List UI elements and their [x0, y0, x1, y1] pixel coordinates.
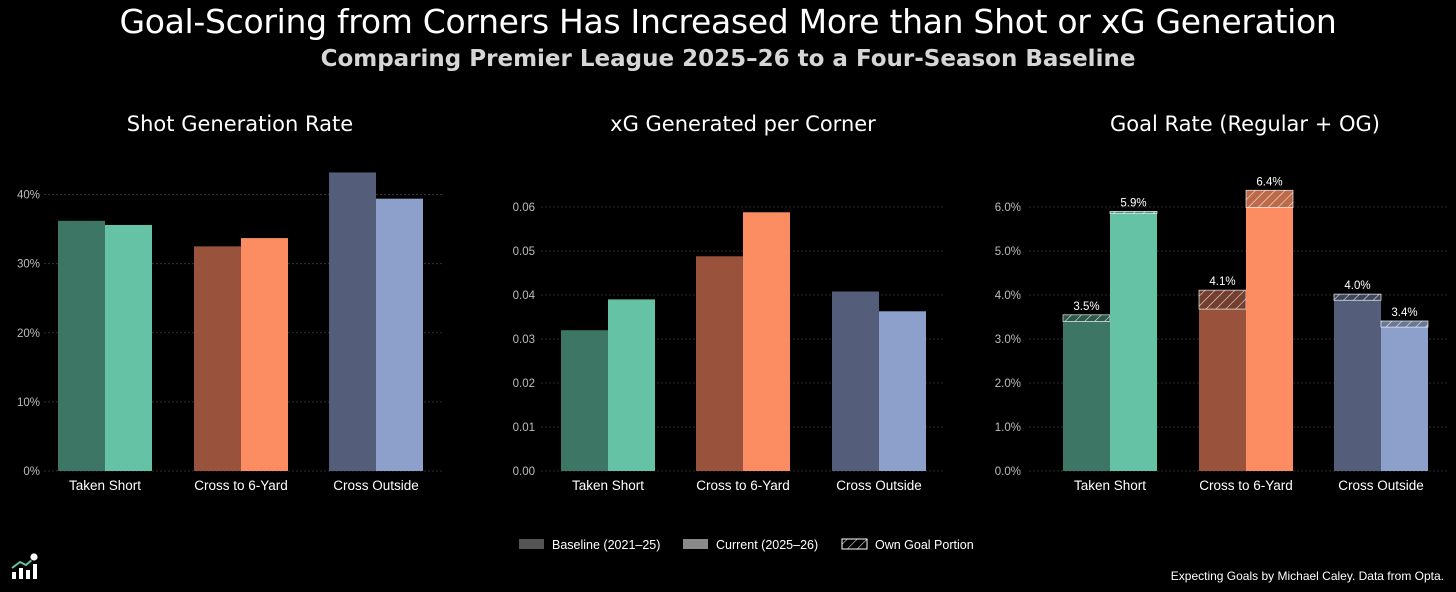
bar-current: [1381, 327, 1428, 471]
data-label: 4.1%: [1209, 276, 1235, 288]
bar-baseline: [561, 330, 608, 471]
legend: Baseline (2021–25) Current (2025–26) Own G…: [519, 538, 974, 552]
x-tick-label: Taken Short: [572, 478, 644, 493]
panel-1: Shot Generation Rate 0% 10% 20% 30% 40% Taken …: [17, 112, 442, 493]
y-tick-label: 0.05: [513, 246, 535, 258]
x-tick-label: Taken Short: [69, 478, 141, 493]
bar-baseline: [832, 291, 879, 471]
data-label: 3.4%: [1391, 307, 1417, 319]
y-tick-label: 0.02: [513, 378, 535, 390]
panel-title: Goal Rate (Regular + OG): [1110, 112, 1380, 136]
bar-baseline: [58, 220, 105, 471]
x-tick-label: Cross to 6-Yard: [696, 478, 790, 493]
y-tick-label: 0.00: [513, 466, 535, 478]
data-label: 5.9%: [1120, 197, 1146, 209]
source-note: Expecting Goals by Michael Caley. Data f…: [1170, 569, 1444, 583]
legend-item-current: Current (2025–26): [683, 538, 818, 552]
legend-swatch: [683, 539, 708, 549]
y-tick-label: 20%: [17, 328, 40, 340]
bar-current: [743, 212, 790, 471]
y-tick-label: 6.0%: [995, 202, 1021, 214]
x-tick-label: Cross to 6-Yard: [194, 478, 288, 493]
legend-swatch: [519, 539, 544, 549]
panel-3: Goal Rate (Regular + OG) 0.0% 1.0% 2.0% 3.0%…: [995, 112, 1447, 493]
bar-own-goal-hatch: [1198, 289, 1247, 310]
bar-baseline: [696, 256, 743, 471]
bar-baseline: [194, 246, 241, 471]
logo-icon: [11, 552, 39, 579]
y-tick-label: 0%: [23, 466, 40, 478]
x-tick-label: Cross Outside: [1338, 478, 1424, 493]
chart-title: Goal-Scoring from Corners Has Increased …: [119, 2, 1337, 41]
legend-label: Current (2025–26): [716, 538, 818, 552]
y-tick-label: 1.0%: [995, 422, 1021, 434]
y-tick-label: 2.0%: [995, 378, 1021, 390]
y-tick-label: 30%: [17, 259, 40, 271]
bar-own-goal-hatch: [1333, 293, 1382, 301]
bar-current: [879, 311, 926, 471]
panel-title: xG Generated per Corner: [610, 112, 876, 136]
bar-current: [608, 299, 655, 471]
y-tick-label: 0.04: [513, 290, 536, 302]
y-tick-label: 0.0%: [995, 466, 1021, 478]
y-tick-label: 3.0%: [995, 334, 1021, 346]
bar-own-goal-hatch: [1109, 210, 1158, 214]
bar-current: [1110, 213, 1157, 471]
y-tick-label: 0.06: [513, 202, 535, 214]
bar-own-goal-hatch: [1245, 189, 1294, 208]
y-tick-label: 0.03: [513, 334, 535, 346]
bar-current: [1246, 207, 1293, 471]
x-tick-label: Taken Short: [1074, 478, 1146, 493]
legend-item-hatch: Own Goal Portion: [841, 538, 974, 552]
legend-label: Own Goal Portion: [875, 538, 974, 552]
x-tick-label: Cross to 6-Yard: [1199, 478, 1293, 493]
bar-own-goal-hatch: [1380, 320, 1429, 328]
y-tick-label: 4.0%: [995, 290, 1021, 302]
panel-2: xG Generated per Corner 0.00 0.01 0.02 0.03 0…: [513, 112, 944, 493]
chart-subtitle: Comparing Premier League 2025–26 to a Fo…: [320, 46, 1136, 72]
bar-baseline: [1063, 321, 1110, 471]
legend-label: Baseline (2021–25): [552, 538, 660, 552]
bar-baseline: [1334, 300, 1381, 471]
bar-current: [105, 224, 152, 471]
x-tick-label: Cross Outside: [333, 478, 419, 493]
x-tick-label: Cross Outside: [836, 478, 922, 493]
legend-swatch-hatch: [842, 539, 867, 549]
data-label: 6.4%: [1256, 176, 1282, 188]
data-label: 4.0%: [1344, 280, 1370, 292]
y-tick-label: 40%: [17, 190, 40, 202]
legend-item-baseline: Baseline (2021–25): [519, 538, 660, 552]
data-label: 3.5%: [1073, 301, 1099, 313]
bar-current: [241, 238, 288, 471]
y-tick-label: 10%: [17, 397, 40, 409]
bar-current: [376, 198, 423, 472]
bar-own-goal-hatch: [1062, 314, 1111, 322]
panel-title: Shot Generation Rate: [127, 112, 353, 136]
bar-baseline: [1199, 309, 1246, 471]
y-tick-label: 0.01: [513, 422, 535, 434]
bar-baseline: [329, 172, 376, 471]
y-tick-label: 5.0%: [995, 246, 1021, 258]
